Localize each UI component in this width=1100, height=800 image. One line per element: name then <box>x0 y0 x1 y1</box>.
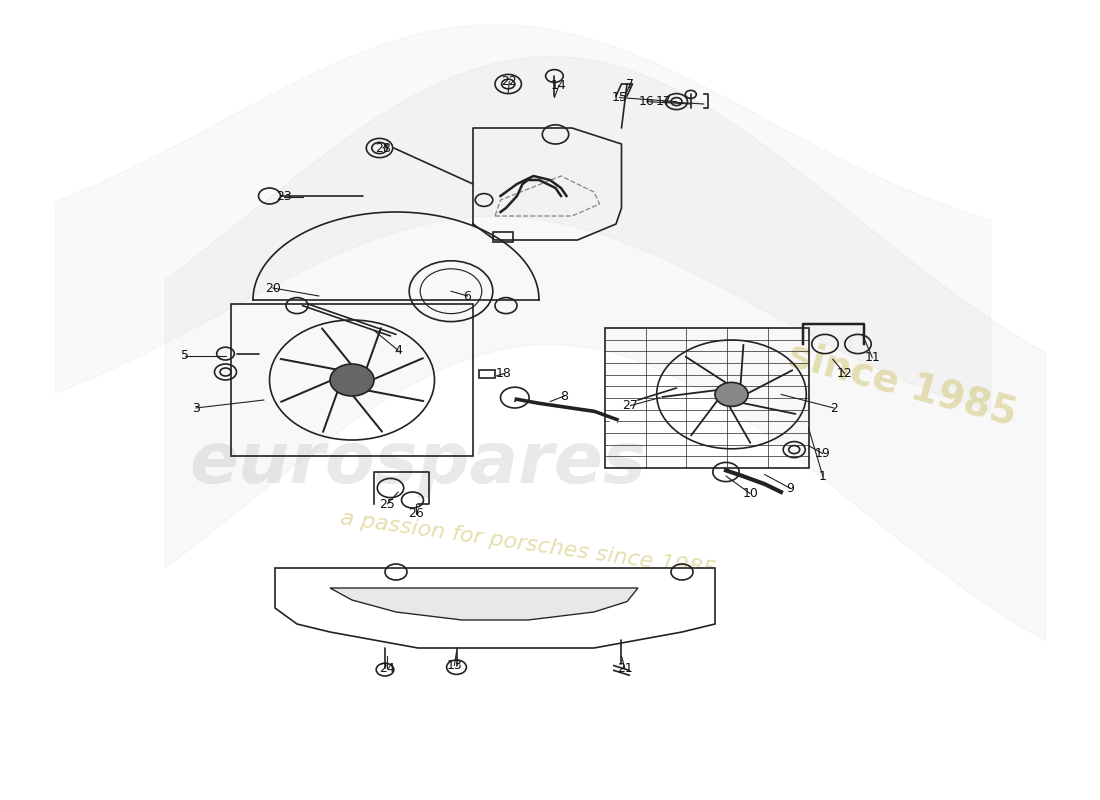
Text: 25: 25 <box>379 498 395 510</box>
Text: 18: 18 <box>496 367 512 380</box>
Text: 9: 9 <box>785 482 794 494</box>
Text: 12: 12 <box>837 367 852 380</box>
Text: 10: 10 <box>742 487 758 500</box>
Text: 22: 22 <box>502 75 517 88</box>
Text: 1: 1 <box>818 470 827 482</box>
Text: 8: 8 <box>560 390 569 402</box>
Circle shape <box>715 382 748 406</box>
Bar <box>493 232 513 242</box>
Text: 17: 17 <box>656 95 671 108</box>
Text: eurospares: eurospares <box>189 430 647 498</box>
Text: 3: 3 <box>191 402 200 414</box>
Text: a passion for porsches since 1985: a passion for porsches since 1985 <box>339 508 717 580</box>
Text: 28: 28 <box>375 142 390 154</box>
Bar <box>478 370 495 378</box>
Text: 26: 26 <box>408 507 424 520</box>
Text: 11: 11 <box>865 351 880 364</box>
Text: since 1985: since 1985 <box>783 335 1021 433</box>
Text: 24: 24 <box>379 662 395 674</box>
Text: 21: 21 <box>617 662 632 674</box>
Text: 19: 19 <box>815 447 830 460</box>
Text: 15: 15 <box>612 91 627 104</box>
Text: 23: 23 <box>276 190 292 203</box>
Text: 14: 14 <box>551 79 566 92</box>
Bar <box>231 304 473 456</box>
Text: 13: 13 <box>447 659 462 672</box>
Text: 4: 4 <box>394 344 403 357</box>
Text: 6: 6 <box>463 290 472 302</box>
Text: 7: 7 <box>626 78 635 90</box>
Text: 2: 2 <box>829 402 838 414</box>
Polygon shape <box>275 568 715 648</box>
Bar <box>605 328 808 468</box>
Text: 27: 27 <box>623 399 638 412</box>
Text: 5: 5 <box>180 350 189 362</box>
Circle shape <box>330 364 374 396</box>
Text: 16: 16 <box>639 95 654 108</box>
Polygon shape <box>330 588 638 620</box>
Text: 20: 20 <box>265 282 280 294</box>
